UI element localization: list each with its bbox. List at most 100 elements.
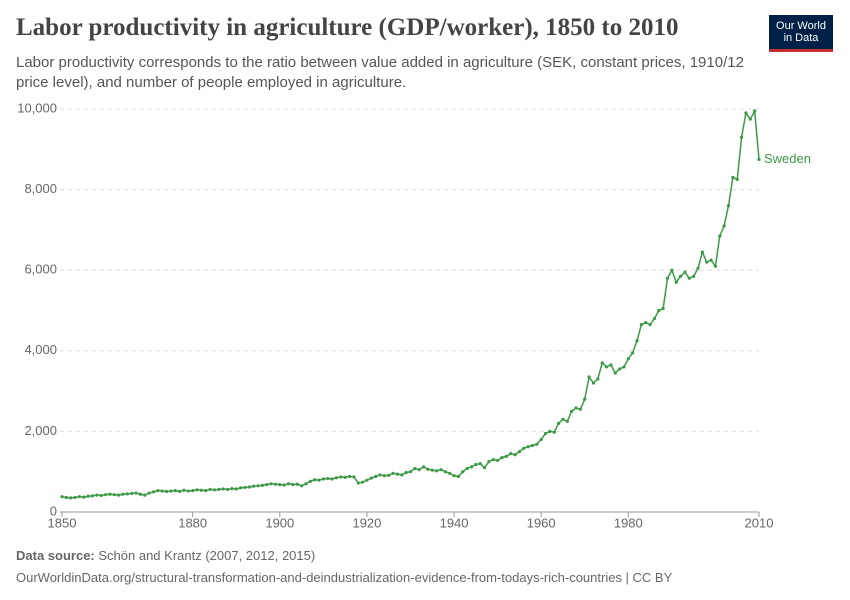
source-label: Data source: bbox=[16, 548, 95, 563]
point bbox=[178, 489, 182, 494]
y-tick-label: 8,000 bbox=[24, 181, 57, 196]
point bbox=[321, 477, 325, 481]
x-tick-label: 1850 bbox=[48, 515, 77, 530]
point bbox=[365, 478, 369, 482]
point bbox=[108, 492, 112, 496]
x-tick-label: 1900 bbox=[265, 515, 294, 530]
point bbox=[417, 468, 421, 472]
point bbox=[360, 480, 365, 484]
point bbox=[103, 493, 108, 497]
point bbox=[652, 316, 657, 321]
point bbox=[239, 486, 243, 490]
point bbox=[221, 487, 225, 491]
point bbox=[539, 437, 543, 442]
point bbox=[692, 274, 696, 278]
point bbox=[77, 495, 82, 499]
point bbox=[86, 494, 90, 498]
y-tick-label: 0 bbox=[50, 503, 57, 518]
chart-title: Labor productivity in agriculture (GDP/w… bbox=[16, 14, 679, 41]
x-tick-label: 1880 bbox=[178, 515, 207, 530]
point bbox=[408, 470, 413, 474]
point bbox=[151, 490, 156, 494]
point bbox=[304, 482, 308, 486]
y-tick-label: 4,000 bbox=[24, 342, 57, 357]
point bbox=[435, 469, 439, 473]
point bbox=[252, 484, 256, 488]
logo[interactable]: Our World in Data bbox=[769, 15, 833, 52]
point bbox=[95, 493, 99, 497]
point bbox=[234, 487, 238, 491]
point bbox=[173, 489, 177, 493]
point bbox=[138, 492, 143, 496]
point bbox=[696, 266, 700, 270]
point bbox=[421, 465, 426, 469]
point bbox=[286, 482, 291, 486]
point bbox=[748, 117, 752, 121]
point bbox=[469, 465, 474, 469]
point bbox=[156, 489, 160, 493]
point bbox=[73, 495, 77, 500]
point bbox=[265, 482, 269, 487]
point bbox=[169, 489, 173, 493]
point bbox=[718, 234, 722, 238]
point bbox=[125, 492, 129, 496]
chart-subtitle: Labor productivity corresponds to the ra… bbox=[16, 54, 744, 91]
point bbox=[731, 175, 735, 180]
source: Schön and Krantz (2007, 2012, 2015) bbox=[98, 548, 316, 563]
point bbox=[387, 473, 391, 477]
point bbox=[147, 491, 151, 495]
point bbox=[199, 488, 203, 492]
point bbox=[112, 493, 116, 497]
point bbox=[291, 482, 295, 487]
point bbox=[269, 482, 273, 486]
point bbox=[757, 157, 761, 161]
point bbox=[535, 442, 539, 446]
point bbox=[230, 487, 234, 491]
point bbox=[726, 204, 731, 208]
point bbox=[278, 482, 282, 487]
point bbox=[208, 487, 212, 492]
x-tick-label: 1960 bbox=[527, 515, 556, 530]
point bbox=[195, 488, 199, 492]
point bbox=[382, 474, 386, 478]
x-tick-label: 1980 bbox=[614, 515, 643, 530]
point bbox=[705, 260, 709, 264]
point bbox=[334, 476, 339, 480]
point bbox=[247, 485, 251, 489]
point bbox=[570, 409, 574, 413]
point bbox=[517, 449, 522, 454]
point bbox=[439, 468, 443, 472]
point bbox=[426, 467, 430, 471]
point bbox=[404, 470, 408, 475]
point bbox=[557, 421, 561, 425]
source-url[interactable]: OurWorldinData.org/structural-transforma… bbox=[16, 570, 673, 585]
point bbox=[596, 377, 600, 381]
point bbox=[600, 361, 604, 365]
point bbox=[648, 323, 652, 327]
point bbox=[395, 472, 400, 476]
point bbox=[317, 478, 321, 482]
point bbox=[618, 367, 622, 371]
point bbox=[443, 470, 447, 474]
point bbox=[739, 135, 744, 139]
point bbox=[374, 474, 378, 479]
point bbox=[565, 419, 569, 423]
point bbox=[204, 489, 208, 493]
point bbox=[273, 482, 278, 486]
source-line: Data source: Schön and Krantz (2007, 201… bbox=[16, 548, 315, 563]
point bbox=[578, 407, 582, 411]
point bbox=[513, 453, 517, 457]
point bbox=[644, 320, 648, 325]
point bbox=[574, 406, 578, 410]
x-tick-label: 1940 bbox=[440, 515, 469, 530]
point bbox=[474, 462, 478, 467]
line bbox=[61, 108, 760, 499]
point bbox=[99, 493, 103, 498]
point bbox=[313, 478, 317, 482]
point bbox=[639, 323, 643, 327]
point bbox=[212, 488, 217, 492]
point bbox=[117, 493, 121, 497]
series-label: Sweden bbox=[764, 151, 811, 166]
y-tick-label: 10,000 bbox=[17, 100, 57, 115]
